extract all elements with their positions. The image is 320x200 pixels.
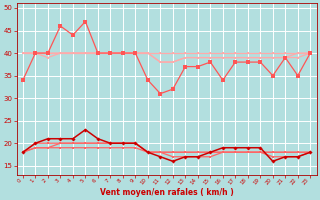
X-axis label: Vent moyen/en rafales ( km/h ): Vent moyen/en rafales ( km/h ) [100,188,234,197]
